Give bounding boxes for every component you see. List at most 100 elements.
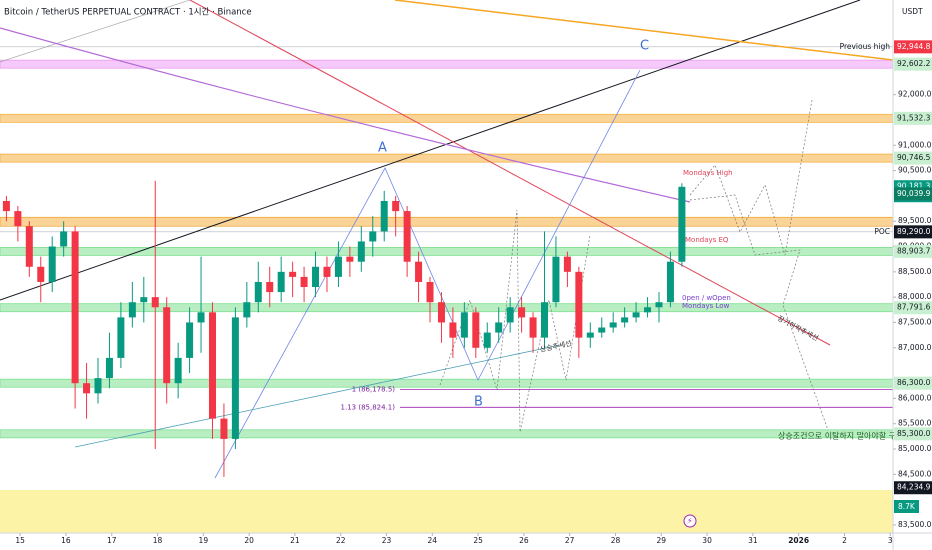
trend-line — [0, 0, 861, 301]
y-tick-label: 91,000.0 — [898, 140, 932, 149]
candle-body — [541, 302, 549, 338]
candle-body — [621, 317, 629, 323]
candle-body — [575, 271, 583, 338]
price-label: 92,944.8 — [897, 42, 931, 51]
price-label-bg — [894, 187, 932, 201]
price-label: 89,290.0 — [897, 227, 931, 236]
x-tick-label: 24 — [428, 536, 438, 545]
x-tick-label: 17 — [107, 536, 117, 545]
candle-body — [231, 317, 239, 439]
price-label-bg — [894, 481, 932, 495]
y-tick-label: 86,000.0 — [898, 393, 932, 402]
candle-body — [529, 317, 537, 338]
candle-body — [14, 211, 22, 227]
candle-body — [128, 302, 136, 318]
candle-body — [346, 256, 354, 262]
candle-body — [277, 271, 285, 293]
candle-body — [151, 297, 159, 308]
candle-body — [71, 231, 79, 384]
price-label: 87,791.6 — [897, 303, 931, 312]
level-note: Previous high — [840, 42, 891, 51]
price-label: 90,039.9 — [897, 189, 931, 198]
price-label: 88,903.7 — [897, 246, 931, 255]
candle-body — [586, 332, 594, 338]
x-tick-label: 22 — [336, 536, 346, 545]
annotation: 0pen / wOpen — [682, 294, 731, 302]
candle-body — [460, 312, 468, 338]
volume-badge — [894, 500, 919, 513]
x-tick-label: 15 — [15, 536, 25, 545]
candle-body — [105, 357, 113, 379]
event-icon-glyph: ⚡ — [687, 517, 693, 526]
x-tick-label: 25 — [473, 536, 483, 545]
candle-body — [48, 246, 56, 282]
price-label: 84,234.9 — [897, 483, 931, 492]
candle-body — [403, 211, 411, 262]
annotation: Mondays Low — [682, 302, 730, 310]
candle-body — [483, 332, 491, 348]
candle-body — [37, 266, 45, 282]
y-tick-label: 85,000.0 — [898, 444, 932, 453]
candle-body — [632, 312, 640, 318]
y-tick-label: 88,500.0 — [898, 267, 932, 276]
price-label: 92,602.2 — [897, 59, 931, 68]
y-tick-label: 89,500.0 — [898, 216, 932, 225]
trend-line — [394, 0, 894, 61]
candle-body — [289, 271, 297, 277]
x-tick-label: 2 — [842, 536, 847, 545]
x-tick-label: 30 — [702, 536, 712, 545]
price-label-bg — [894, 225, 932, 239]
downtrend-line — [189, 0, 831, 346]
price-label: 86,300.0 — [897, 378, 931, 387]
candle-body — [254, 281, 262, 303]
candle-body — [208, 312, 216, 419]
candle-body — [678, 186, 686, 262]
candle-body — [117, 317, 125, 358]
candle-body — [552, 256, 560, 303]
candle-body — [495, 322, 503, 333]
event-icon[interactable] — [683, 514, 697, 528]
candle-body — [392, 200, 400, 212]
candle-body — [60, 231, 68, 247]
annotation: 상승조건으로 이탈하지 말아야할 구간 — [778, 431, 904, 441]
level-band — [0, 429, 894, 439]
candle-body — [369, 231, 377, 242]
projection — [689, 194, 829, 431]
price-label-bg — [894, 376, 932, 390]
candle-body — [83, 383, 91, 394]
annotation: C — [640, 39, 649, 54]
price-label-bg — [894, 244, 932, 258]
axes: 92,000.091,000.090,500.089,500.089,000.0… — [15, 40, 932, 545]
candle-body — [220, 418, 228, 439]
x-tick-label: 21 — [290, 536, 300, 545]
price-label-bg — [894, 57, 932, 71]
y-tick-label: 84,500.0 — [898, 469, 932, 478]
candle-body — [300, 276, 308, 288]
x-tick-label: 28 — [611, 536, 621, 545]
candle-body — [666, 261, 674, 303]
x-tick-label: 26 — [519, 536, 529, 545]
price-label: 90,746.5 — [897, 153, 931, 162]
candle-body — [437, 302, 445, 323]
candle-body — [380, 200, 388, 232]
candle-body — [426, 281, 434, 303]
candle-body — [140, 297, 148, 303]
price-label-bg — [894, 301, 932, 315]
price-label: 91,532.3 — [897, 113, 931, 122]
candle-body — [449, 322, 457, 338]
y-tick-label: 85,500.0 — [898, 419, 932, 428]
candle-body — [94, 378, 102, 394]
x-tick-label: 20 — [244, 536, 254, 545]
y-tick-label: 90,500.0 — [898, 166, 932, 175]
drawings — [0, 0, 894, 479]
y-tick-label: 88,000.0 — [898, 292, 932, 301]
candle-body — [644, 307, 652, 313]
candle-body — [598, 327, 606, 333]
trend-line — [0, 0, 191, 63]
level-band — [0, 153, 894, 163]
volume-area — [0, 490, 893, 533]
x-tick-label: 23 — [382, 536, 392, 545]
candle-body — [25, 226, 33, 267]
candle-body — [312, 266, 320, 288]
